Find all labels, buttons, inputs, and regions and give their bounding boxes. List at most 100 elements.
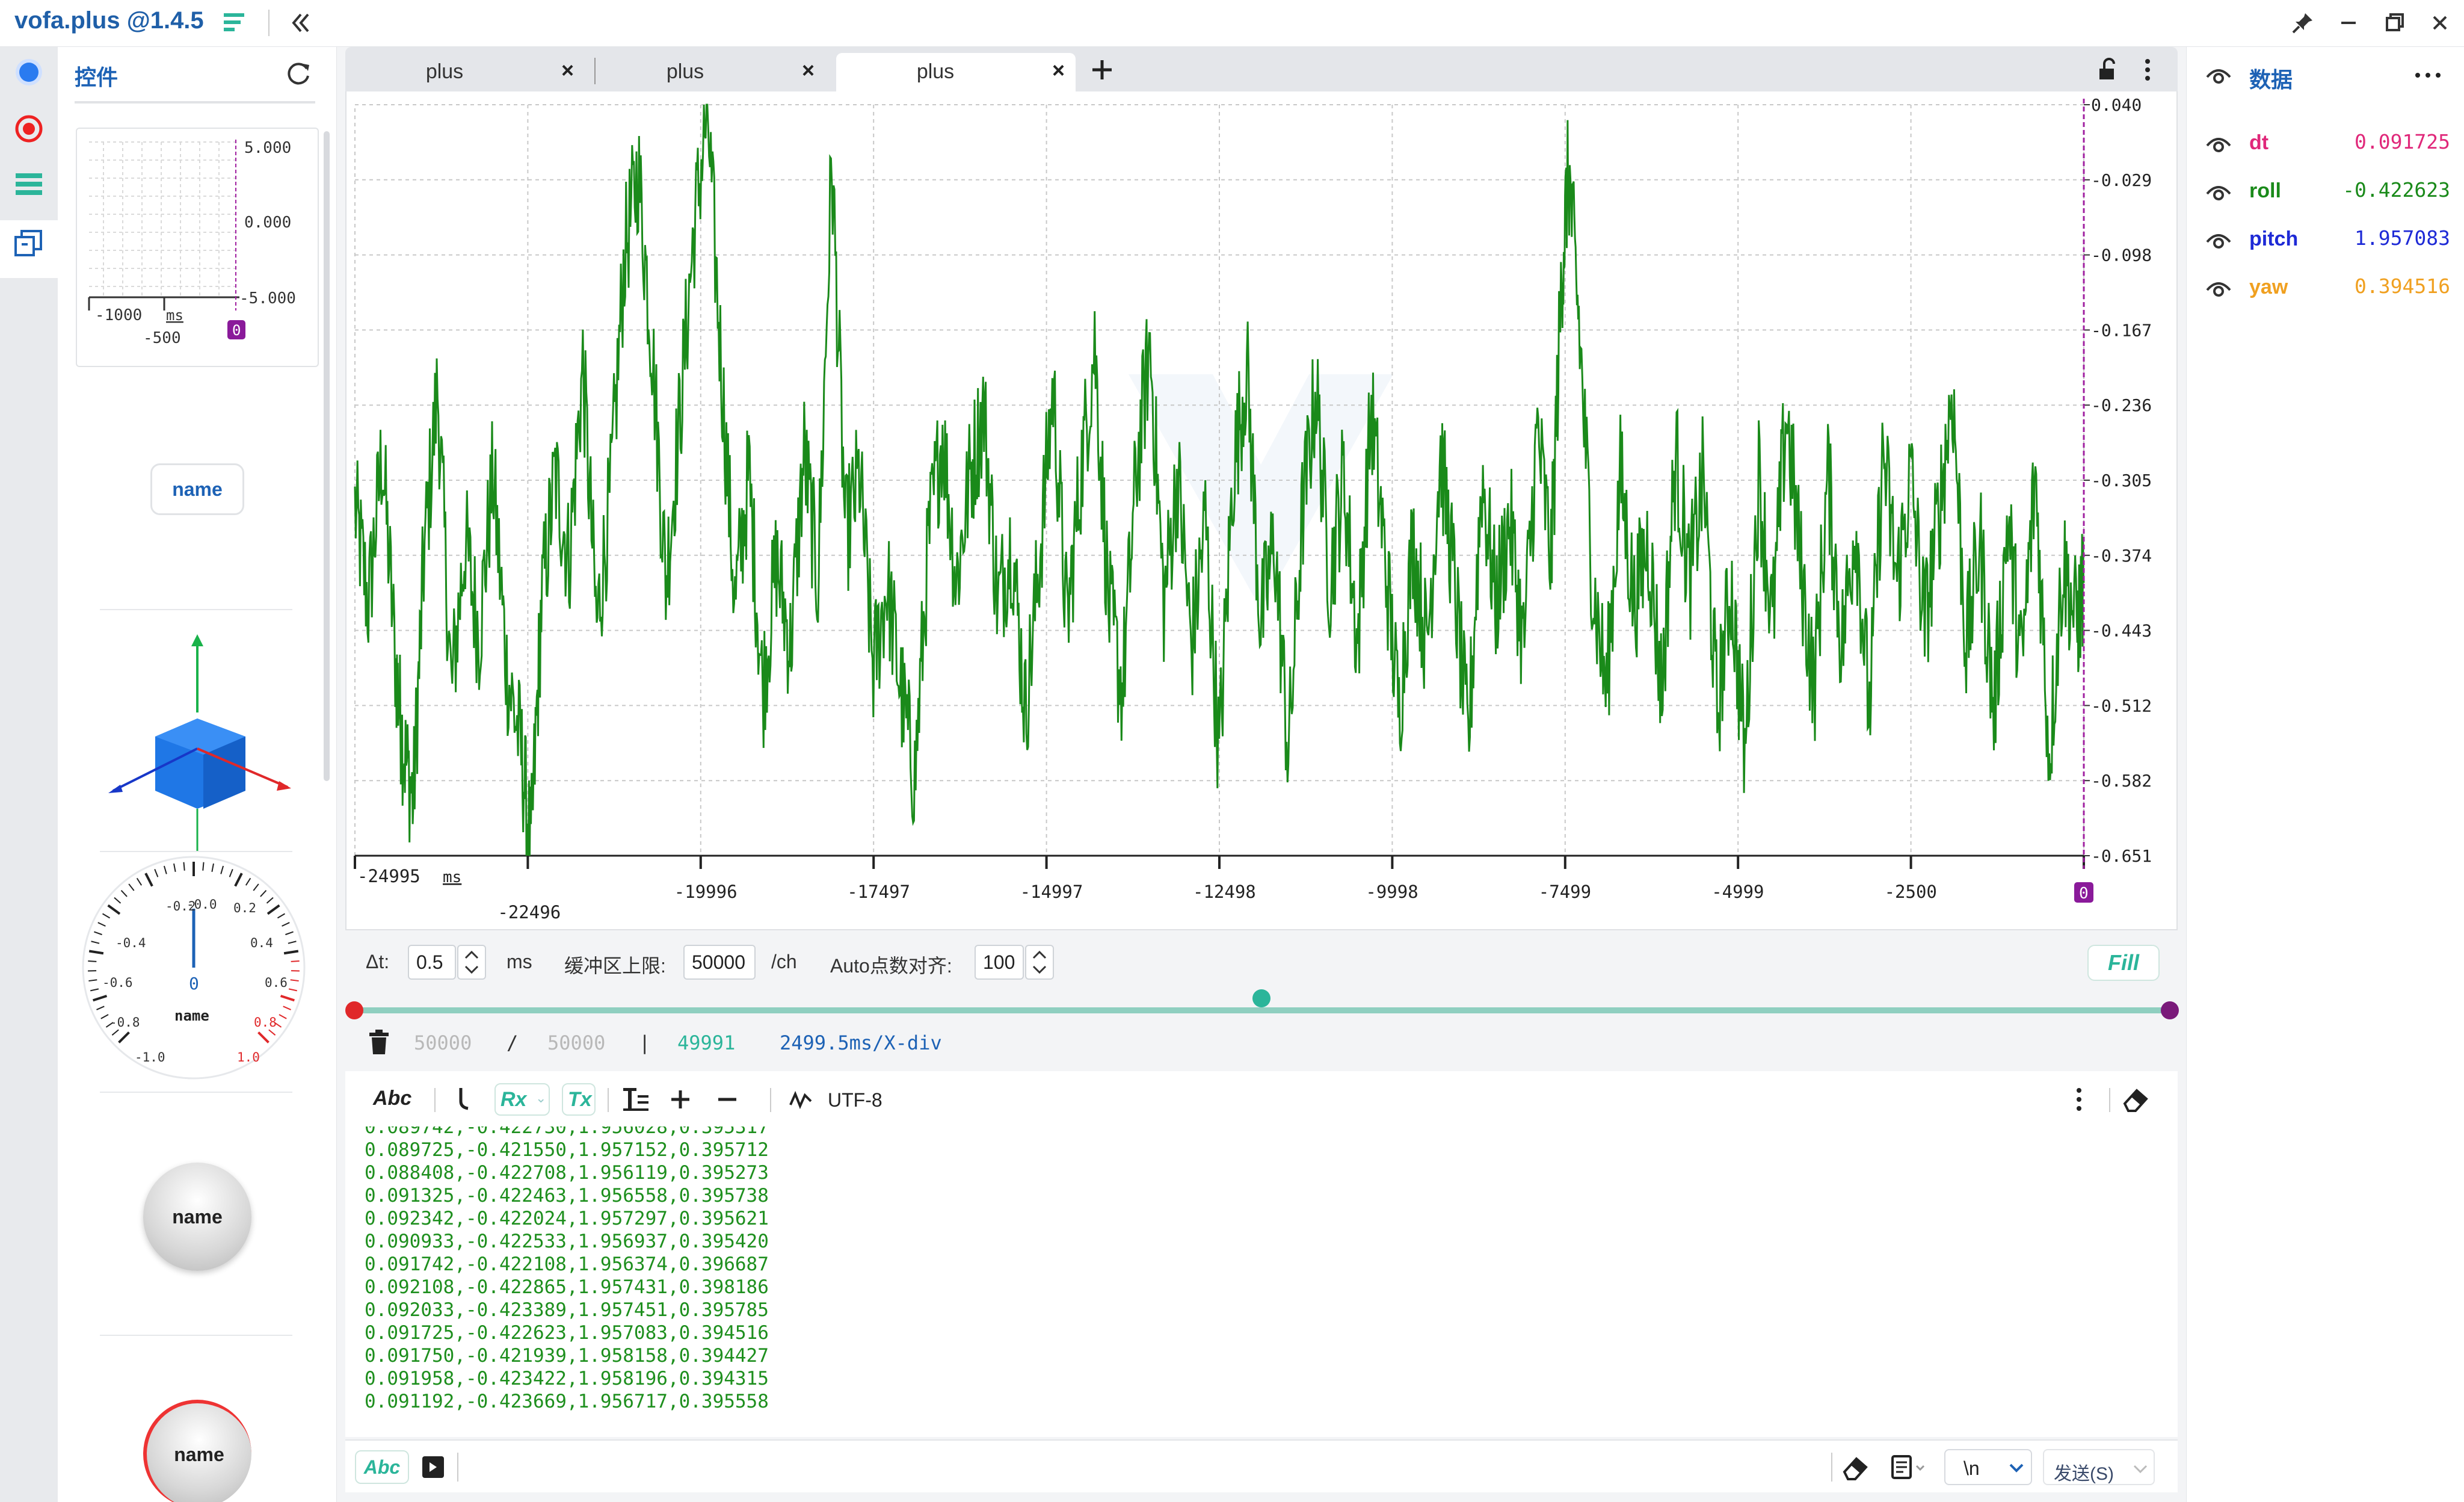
record-icon[interactable]	[13, 113, 45, 144]
widget-separator	[100, 851, 292, 852]
y-tick-label: -0.582	[2091, 771, 2152, 791]
tab-plus-3[interactable]: plus ×	[836, 53, 1076, 91]
title-divider	[268, 10, 270, 36]
eye-icon[interactable]	[2205, 277, 2232, 301]
main-chart-svg[interactable]: -24995 -22496 -19996 -17497 -14997 -12498 -999…	[346, 91, 2176, 929]
more-vertical-icon[interactable]	[2073, 1086, 2085, 1113]
auto-align-input[interactable]: 100	[975, 945, 1024, 980]
panel-scrollbar[interactable]	[324, 131, 330, 781]
minimize-icon[interactable]	[2334, 8, 2363, 37]
connection-dot-icon[interactable]	[13, 57, 45, 88]
terminal-line: 0.089742,-0.422730,1.956028,0.395317	[365, 1126, 769, 1138]
eye-icon[interactable]	[2205, 181, 2232, 205]
more-horizontal-icon[interactable]	[2413, 71, 2443, 79]
dial-tick	[283, 1006, 291, 1010]
close-tab-icon[interactable]: ×	[1052, 58, 1065, 82]
close-tab-icon[interactable]: ×	[561, 58, 574, 82]
name-button-widget[interactable]: name	[150, 463, 244, 515]
dial-tick	[154, 868, 159, 877]
dt-input[interactable]: 0.5	[408, 945, 456, 980]
abc-text-mode-button[interactable]: Abc	[373, 1087, 412, 1110]
terminal-line: 0.091325,-0.422463,1.956558,0.395738	[365, 1185, 769, 1207]
terminal-line: 0.091750,-0.421939,1.958158,0.394427	[365, 1345, 769, 1367]
dial-name: name	[174, 1007, 209, 1024]
terminal-output[interactable]: 0.089742,-0.422730,1.956028,0.395317 0.08…	[345, 1126, 2178, 1437]
variable-row-pitch[interactable]: pitch 1.957083	[2204, 218, 2450, 260]
terminal-lines: 0.089742,-0.422730,1.956028,0.395317 0.08…	[365, 1126, 769, 1413]
close-tab-icon[interactable]: ×	[801, 58, 815, 82]
hook-icon[interactable]	[452, 1086, 476, 1112]
close-window-icon[interactable]	[2426, 8, 2454, 37]
dial-tick	[257, 1031, 270, 1043]
dial-tick	[111, 1029, 119, 1036]
dial-tick	[279, 1014, 287, 1019]
toolbar-divider	[1831, 1453, 1832, 1482]
zoom-out-minus-icon[interactable]	[715, 1087, 740, 1112]
widgets-windows-icon[interactable]	[13, 227, 45, 259]
mini-cursor-badge[interactable]	[227, 320, 245, 339]
dial-tick-label: -0.4	[116, 936, 146, 950]
buffer-input[interactable]: 50000	[683, 945, 756, 980]
eraser-icon[interactable]	[2121, 1086, 2150, 1113]
send-file-icon[interactable]	[421, 1455, 445, 1479]
knob-widget[interactable]: name	[143, 1163, 251, 1271]
newline-select[interactable]: \n	[1944, 1449, 2032, 1485]
waveform-icon[interactable]	[788, 1087, 813, 1112]
send-button[interactable]: 发送(S)	[2043, 1449, 2155, 1485]
fill-button[interactable]: Fill	[2087, 945, 2160, 981]
slider-start-handle[interactable]	[345, 1001, 363, 1019]
chevron-down-icon: ⌄	[535, 1090, 547, 1105]
restore-icon[interactable]	[2380, 8, 2409, 37]
abc-send-mode-button[interactable]: Abc	[355, 1450, 409, 1484]
variable-row-dt[interactable]: dt 0.091725	[2204, 122, 2450, 164]
eye-icon[interactable]	[2205, 229, 2232, 253]
clear-send-eraser-icon[interactable]	[1841, 1453, 1870, 1482]
refresh-icon[interactable]	[284, 59, 314, 89]
dt-label: Δt:	[366, 951, 390, 972]
range-slider[interactable]	[345, 989, 2179, 1023]
slider-middle-handle[interactable]	[1252, 989, 1270, 1007]
dial-tick	[100, 1014, 109, 1019]
collapse-double-chevron-icon[interactable]	[286, 8, 315, 37]
dial-tick	[88, 950, 104, 955]
mini-plot-widget[interactable]: 5.000 0.000 -5.000 -1000 ms -500 0	[76, 128, 319, 367]
history-document-icon[interactable]	[1889, 1453, 1931, 1482]
cube-3d-widget[interactable]	[95, 610, 300, 851]
eye-icon[interactable]	[2205, 64, 2232, 88]
trash-icon[interactable]	[367, 1029, 391, 1055]
encoding-selector[interactable]: UTF-8	[828, 1089, 882, 1111]
tx-toggle-button[interactable]: Tx	[562, 1083, 596, 1116]
dt-unit: ms	[507, 951, 532, 972]
add-tab-icon[interactable]	[1089, 57, 1115, 83]
dial-gauge-widget[interactable]: -0.2 -0.0 0.2 -0.4 0.4 -0.6 0.6 -0.8 0.8…	[79, 853, 308, 1088]
text-format-icon[interactable]	[622, 1086, 650, 1113]
variable-row-yaw[interactable]: yaw 0.394516	[2204, 266, 2450, 308]
tab-label: plus	[666, 60, 704, 83]
eye-icon[interactable]	[2205, 132, 2232, 156]
dial-tick	[268, 1029, 276, 1036]
x-tick-label: -2500	[1885, 882, 1937, 902]
zoom-in-plus-icon[interactable]	[668, 1087, 693, 1112]
knob-widget-2[interactable]: name	[143, 1400, 251, 1502]
dt-stepper[interactable]	[457, 945, 486, 980]
unlock-icon[interactable]	[2096, 58, 2120, 82]
x-tick-label: -19996	[674, 882, 738, 902]
rx-toggle-button[interactable]: Rx ⌄	[494, 1083, 550, 1116]
list-stack-icon[interactable]	[13, 170, 45, 201]
tab-plus-2[interactable]: plus ×	[586, 53, 825, 91]
variable-name: pitch	[2249, 227, 2299, 250]
variable-row-roll[interactable]: roll -0.422623	[2204, 170, 2450, 212]
auto-align-stepper[interactable]	[1025, 945, 1054, 980]
slider-track[interactable]	[354, 1007, 2170, 1013]
pin-icon[interactable]	[2288, 8, 2317, 37]
mini-y-tick: -5.000	[239, 289, 296, 308]
tab-plus-1[interactable]: plus ×	[345, 53, 585, 91]
menu-lines-icon[interactable]	[220, 8, 249, 37]
dial-tick	[291, 960, 300, 962]
waveform-plot[interactable]: -24995 -22496 -19996 -17497 -14997 -12498 -999…	[345, 91, 2178, 930]
more-vertical-icon[interactable]	[2142, 57, 2154, 83]
cursor-badge[interactable]: 0	[2074, 882, 2093, 903]
slider-end-handle[interactable]	[2161, 1001, 2179, 1019]
y-tick-label: -0.443	[2091, 621, 2152, 641]
terminal-line: 0.091725,-0.422623,1.957083,0.394516	[365, 1322, 769, 1344]
